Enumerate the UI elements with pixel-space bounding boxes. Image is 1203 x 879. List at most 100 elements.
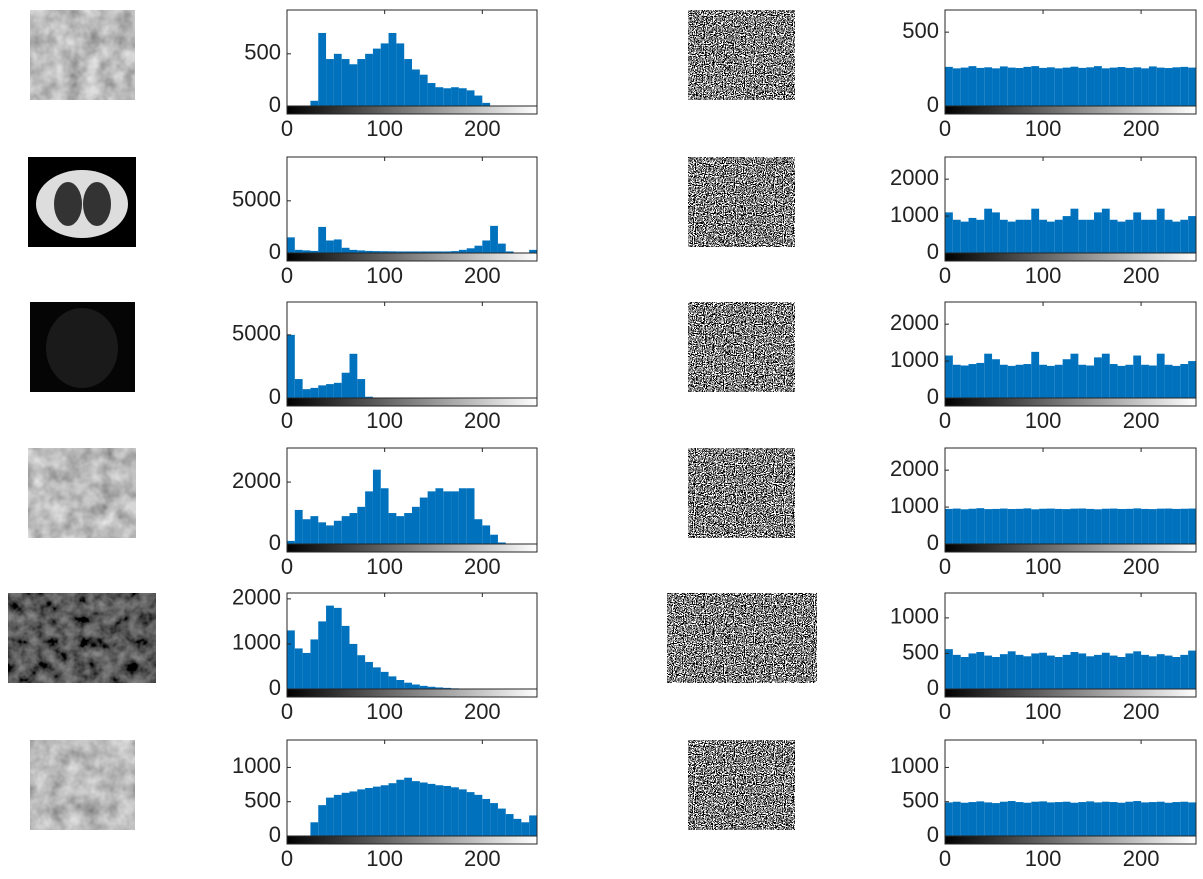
histogram-bar	[1133, 212, 1142, 253]
histogram-bar	[365, 491, 373, 544]
histogram-bar	[1023, 656, 1032, 689]
histogram-bar	[388, 676, 397, 689]
x-tick-label: 0	[939, 846, 951, 871]
histogram-bar	[490, 225, 498, 253]
histogram-bar	[380, 251, 389, 253]
histogram-bar	[952, 654, 961, 689]
histogram-bar	[419, 782, 428, 836]
histogram-bar	[287, 334, 295, 398]
histogram-bar	[1070, 802, 1079, 836]
y-tick-label: 500	[902, 18, 939, 43]
x-tick-label: 0	[281, 263, 293, 288]
histogram-bar	[310, 250, 319, 253]
image-thumbnail	[667, 593, 817, 683]
histogram-bar	[357, 655, 366, 689]
x-tick-label: 100	[366, 846, 403, 871]
x-tick-label: 0	[281, 699, 293, 724]
histogram-bar	[1188, 802, 1196, 836]
y-tick-label: 1000	[890, 347, 939, 372]
histogram-bar	[294, 648, 303, 689]
histogram-bar	[1125, 219, 1134, 253]
histogram-bar	[1141, 68, 1149, 106]
y-tick-label: 2000	[890, 456, 939, 481]
x-tick-label: 0	[939, 408, 951, 433]
histogram-bar	[1117, 365, 1126, 398]
histogram-bar	[1125, 801, 1134, 836]
histogram-bar	[1015, 68, 1024, 106]
image-thumbnail	[30, 10, 135, 100]
histogram-bar	[1007, 67, 1016, 106]
histogram-bar	[341, 516, 350, 544]
histogram-bar	[952, 68, 961, 106]
histogram-bar	[388, 513, 397, 544]
histogram-bar	[1172, 67, 1181, 106]
histogram-bar	[1101, 508, 1110, 544]
histogram-bar	[333, 794, 342, 836]
x-tick-label: 0	[939, 699, 951, 724]
x-tick-label: 200	[1123, 554, 1160, 579]
histogram-bar	[1141, 802, 1149, 836]
histogram-bar	[1148, 656, 1157, 689]
histogram-bar	[984, 655, 993, 689]
histogram-bar	[294, 379, 303, 398]
histogram-bar	[357, 250, 366, 253]
histogram-bar	[505, 251, 514, 253]
histogram-bar	[404, 777, 412, 836]
x-tick-label: 100	[1025, 554, 1062, 579]
histogram-bar	[326, 240, 334, 253]
histogram-bar	[1188, 508, 1196, 544]
histogram-bar	[396, 251, 405, 253]
histogram-bar	[427, 783, 436, 836]
histogram-bar	[992, 803, 1000, 836]
image-thumbnail	[8, 593, 156, 683]
y-tick-label: 2000	[890, 310, 939, 335]
x-tick-label: 200	[464, 554, 501, 579]
gray-colorbar	[286, 252, 538, 262]
histogram-bar	[349, 64, 358, 106]
histogram-bar	[318, 32, 327, 106]
x-tick-label: 100	[1025, 846, 1062, 871]
histogram-bar	[1031, 653, 1040, 689]
y-tick-label: 2000	[232, 585, 281, 610]
x-tick-label: 100	[1025, 263, 1062, 288]
histogram-bar	[1062, 509, 1071, 544]
histogram-bar	[968, 653, 977, 689]
histogram-bar	[1039, 801, 1047, 836]
y-tick-label: 0	[927, 675, 939, 700]
histogram-bar	[945, 649, 953, 689]
histogram-bar	[497, 808, 506, 836]
histogram-bar	[1180, 364, 1189, 398]
histogram-bar	[427, 83, 436, 106]
gray-colorbar	[286, 835, 538, 845]
histogram-bar	[1054, 364, 1063, 398]
histogram-bar	[490, 803, 498, 836]
histogram-bar	[952, 508, 961, 544]
histogram-bar	[388, 783, 397, 836]
histogram-bar	[435, 785, 444, 836]
y-tick-label: 1000	[232, 753, 281, 778]
histogram-bar	[1101, 353, 1110, 398]
histogram-bar	[466, 792, 475, 836]
histogram-bar	[960, 67, 969, 106]
histogram-bar	[1164, 219, 1173, 253]
histogram-bar	[357, 506, 366, 544]
x-tick-label: 0	[939, 116, 951, 141]
histogram-bar	[1046, 365, 1055, 398]
y-tick-label: 1000	[890, 493, 939, 518]
histogram-bar	[302, 389, 311, 398]
histogram-bar	[1046, 802, 1055, 836]
histogram-bar	[1117, 67, 1126, 106]
histogram-bar	[1164, 364, 1173, 398]
histogram-bar	[1007, 365, 1016, 398]
histogram-bar	[474, 245, 483, 253]
histogram-bar	[992, 657, 1000, 689]
histogram-bar	[1070, 66, 1079, 106]
histogram-bar	[999, 801, 1008, 836]
y-tick-label: 0	[269, 675, 281, 700]
y-tick-label: 2000	[232, 468, 281, 493]
histogram-bar	[318, 522, 327, 544]
histogram-bar	[357, 379, 366, 398]
histogram-bar	[960, 365, 969, 398]
histogram-bar	[1031, 509, 1040, 544]
